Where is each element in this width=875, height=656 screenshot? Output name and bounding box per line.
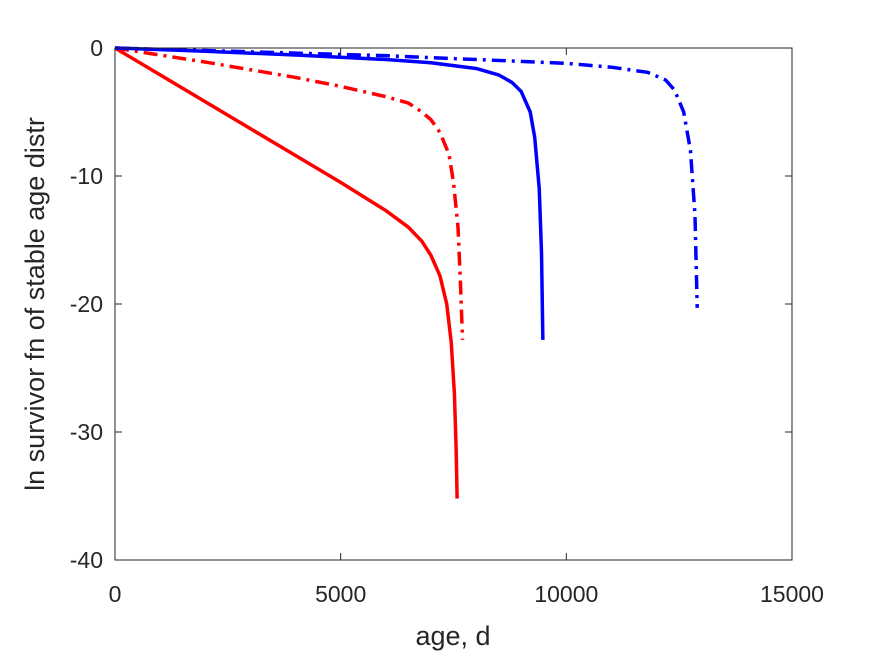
x-tick-label: 10000 bbox=[534, 581, 598, 607]
series-layer bbox=[114, 46, 699, 499]
series-line-4 bbox=[114, 46, 699, 308]
y-tick-label: -30 bbox=[70, 419, 103, 445]
y-tick-label: 0 bbox=[90, 35, 103, 61]
y-tick-label: -40 bbox=[70, 547, 103, 573]
series-line-3 bbox=[114, 46, 545, 340]
y-tick-label: -20 bbox=[70, 291, 103, 317]
plot-background bbox=[115, 48, 792, 560]
y-tick-label: -10 bbox=[70, 163, 103, 189]
x-tick-label: 15000 bbox=[760, 581, 824, 607]
x-tick-label: 5000 bbox=[315, 581, 366, 607]
series-line-2 bbox=[114, 46, 465, 340]
tick-layer: 0 5000 10000 15000 0 -10 -20 -30 -40 bbox=[70, 35, 824, 607]
y-axis-label: ln survivor fn of stable age distr bbox=[20, 117, 50, 491]
x-tick-label: 0 bbox=[109, 581, 122, 607]
series-line-1 bbox=[114, 46, 459, 499]
x-axis-label: age, d bbox=[415, 621, 490, 651]
